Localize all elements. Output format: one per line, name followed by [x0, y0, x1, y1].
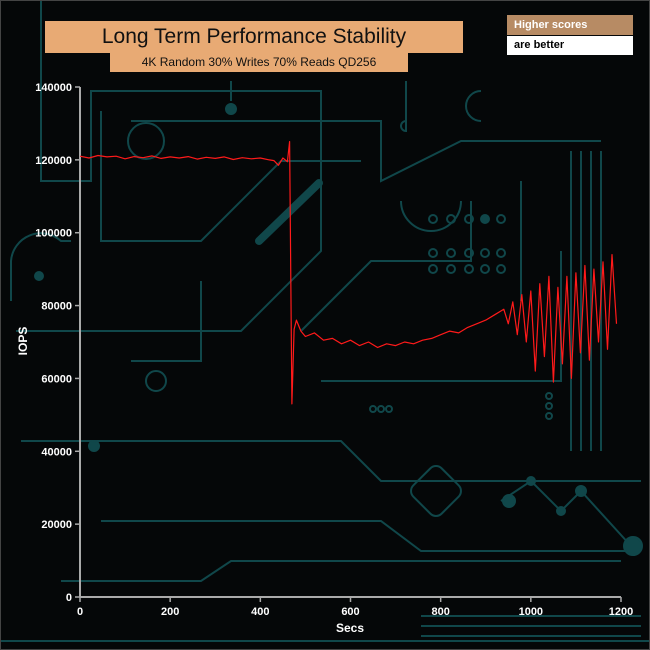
y-tick-label: 80000: [41, 301, 72, 313]
series-group: [79, 141, 618, 405]
y-axis-title: IOPS: [16, 327, 30, 356]
x-tick-label: 400: [251, 606, 269, 618]
y-axis: 0 20000 40000 60000 80000 100000 120000 140000: [35, 82, 81, 604]
y-tick-label: 100000: [35, 228, 72, 240]
x-tick-label: 200: [161, 606, 179, 618]
y-tick-label: 20000: [41, 519, 72, 531]
x-tick-label: 1200: [609, 606, 633, 618]
chart-subtitle: 4K Random 30% Writes 70% Reads QD256: [110, 53, 408, 72]
chart-title: Long Term Performance Stability: [45, 21, 463, 53]
y-tick-label: 120000: [35, 155, 72, 167]
x-tick-label: 0: [77, 606, 83, 618]
y-tick-label: 60000: [41, 373, 72, 385]
x-tick-label: 800: [431, 606, 449, 618]
x-axis-title: Secs: [336, 621, 364, 635]
y-tick-label: 40000: [41, 446, 72, 458]
y-tick-label: 0: [66, 592, 72, 604]
y-tick-label: 140000: [35, 82, 72, 94]
series-line: [79, 141, 618, 405]
x-axis: 0 200 400 600 800 1000 1200: [77, 596, 633, 618]
x-tick-label: 600: [341, 606, 359, 618]
x-tick-label: 1000: [519, 606, 543, 618]
legend-note-are-better: are better: [507, 36, 633, 55]
legend-note-higher-scores: Higher scores: [507, 15, 633, 35]
